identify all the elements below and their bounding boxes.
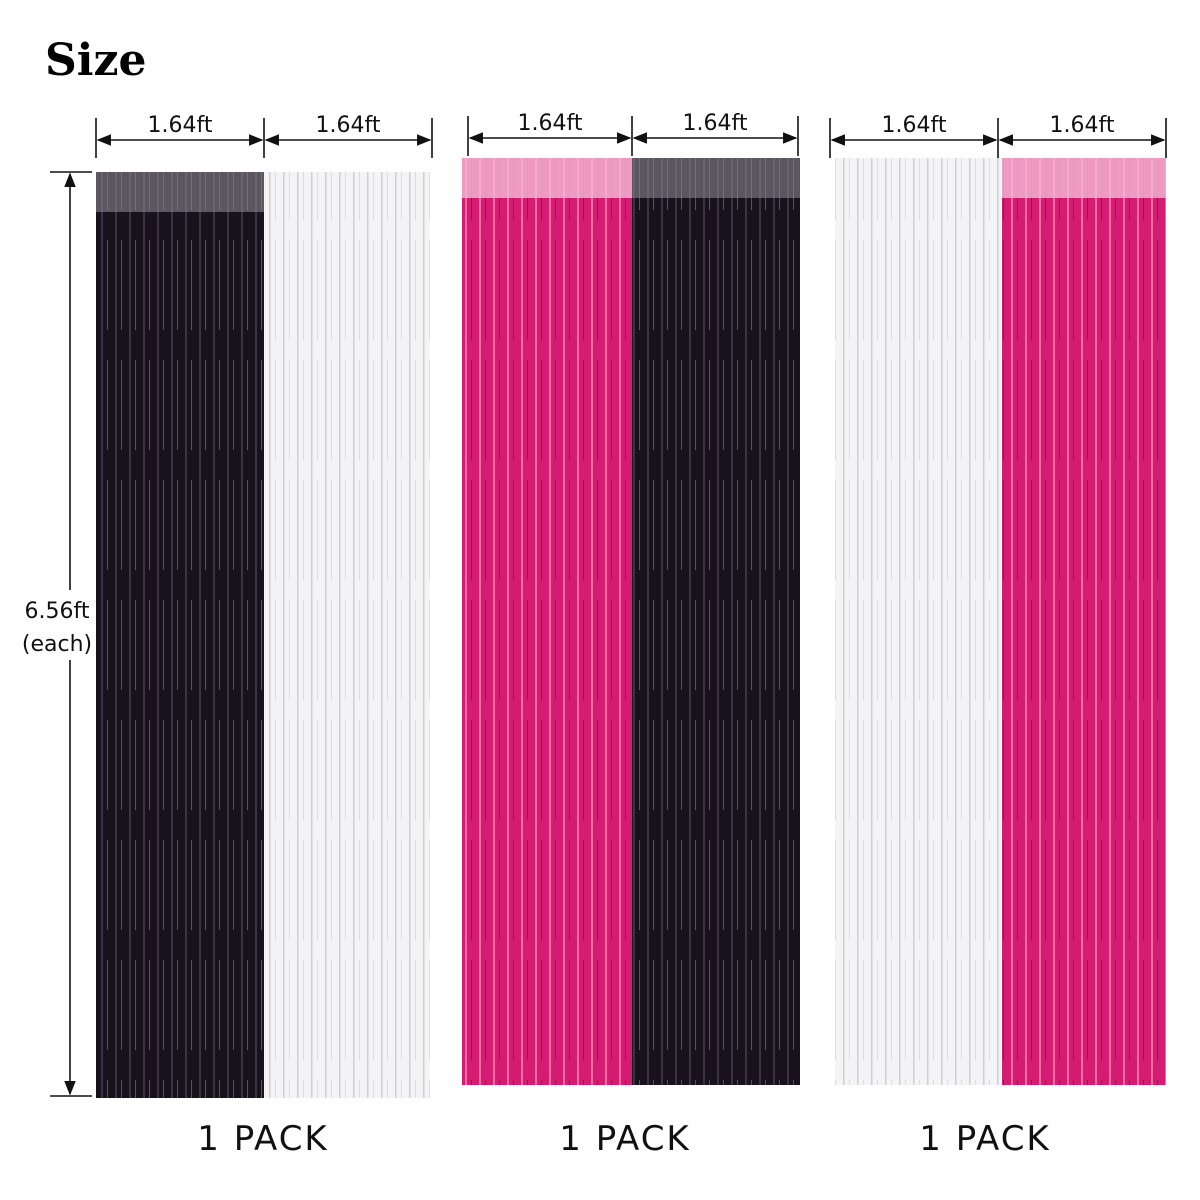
- width-label: 1.64ft: [882, 113, 947, 138]
- curtain-black: [96, 172, 264, 1098]
- width-label: 1.64ft: [1050, 113, 1115, 138]
- curtain-black: [632, 158, 800, 1085]
- curtain-silver: [835, 158, 1001, 1085]
- curtain-header: [1002, 158, 1166, 198]
- pack-label: 1 PACK: [197, 1119, 328, 1159]
- pack-label: 1 PACK: [919, 1119, 1050, 1159]
- height-label: 6.56ft: [25, 599, 90, 624]
- width-label: 1.64ft: [316, 113, 381, 138]
- curtain-header: [462, 158, 632, 198]
- curtain-pink: [462, 158, 632, 1085]
- title: Size: [45, 35, 146, 86]
- width-label: 1.64ft: [148, 113, 213, 138]
- pack-label: 1 PACK: [559, 1119, 690, 1159]
- width-label: 1.64ft: [683, 111, 748, 136]
- curtain-pink: [1002, 158, 1166, 1085]
- curtain-silver: [264, 172, 430, 1098]
- curtain-header: [632, 158, 800, 198]
- packs: 1.64ft 1.64ft 1 PACK 1.64ft 1.64ft 1 PACK 1.64…: [95, 111, 1167, 1159]
- curtain-header: [96, 172, 264, 212]
- height-note: (each): [22, 632, 92, 657]
- width-label: 1.64ft: [518, 111, 583, 136]
